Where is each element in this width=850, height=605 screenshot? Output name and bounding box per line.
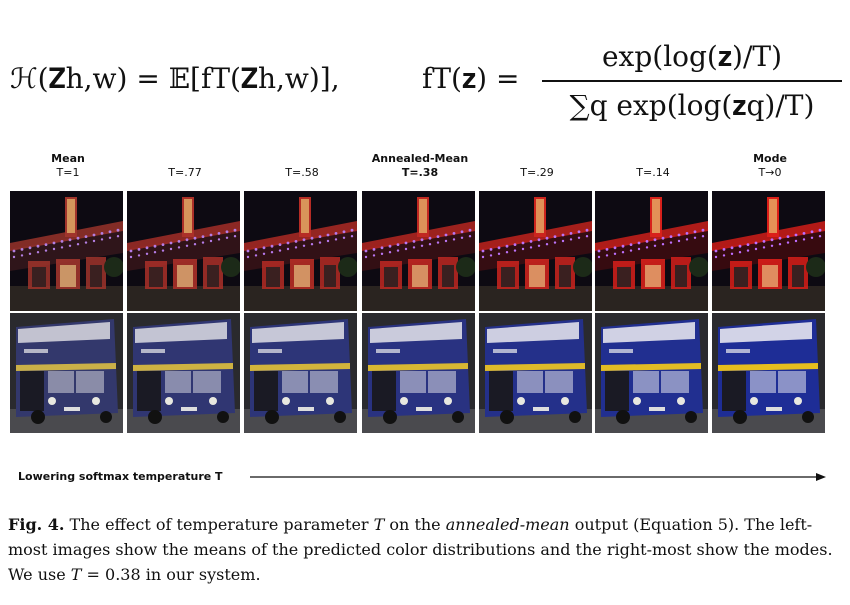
equation-annealed-mean: ℋ(𝐙h,w) = 𝔼[fT(𝐙h,w)], [10,62,340,95]
column-label: T=.14 [595,152,711,180]
bus-image-6 [595,313,708,433]
arrow-line-icon [250,473,826,481]
column-temperature: T=.38 [401,166,439,179]
figure-caption: Fig. 4. The effect of temperature parame… [8,512,838,587]
column-label: T=.38 [362,152,478,180]
equation-fraction: exp(log(𝐳)/T) ∑q exp(log(𝐳q)/T) [542,38,842,126]
theater-image-6 [595,191,708,311]
theater-image-2 [127,191,240,311]
column-temperature: T=.14 [636,166,670,179]
column-temperature: T=.58 [285,166,319,179]
theater-image-5 [479,191,592,311]
column-temperature: T=1 [56,166,80,179]
equation: ℋ(𝐙h,w) = 𝔼[fT(𝐙h,w)], fT(𝐳) = exp(log(𝐳… [10,38,842,148]
column-label: T=.29 [479,152,595,180]
caption-variable: T [70,565,82,584]
bus-image-2 [127,313,240,433]
equation-f-lhs: fT(𝐳) = [422,62,520,95]
equation-numerator: exp(log(𝐳)/T) [601,40,783,73]
column-heading: Mode [753,152,787,165]
caption-text: = 0.38 in our system. [81,565,261,584]
equation-denominator: ∑q exp(log(𝐳q)/T) [569,89,815,122]
theater-image-1 [10,191,123,311]
column-label: Mode T→0 [712,152,828,180]
fraction-bar [542,80,842,82]
bus-image-row [10,313,828,433]
bus-image-1 [10,313,123,433]
caption-variable: T [373,515,385,534]
column-labels: Mean T=1 T=.77 T=.58 T=.38 T=.29 T=.14 M… [0,152,850,190]
bus-image-3 [244,313,357,433]
caption-text: The effect of temperature parameter [64,515,374,534]
theater-image-3 [244,191,357,311]
column-heading: Mean [51,152,85,165]
column-heading [595,152,711,166]
bus-image-7 [712,313,825,433]
bus-image-5 [479,313,592,433]
temperature-arrow: Lowering softmax temperature T [10,466,828,488]
theater-image-7 [712,191,825,311]
caption-text: on the [384,515,446,534]
column-temperature: T→0 [758,166,782,179]
bus-image-4 [362,313,475,433]
column-heading [244,152,360,166]
caption-emphasis: annealed-mean [445,515,570,534]
column-label: T=.77 [127,152,243,180]
annealed-mean-heading: Annealed-Mean [371,152,469,165]
column-temperature: T=.29 [520,166,554,179]
column-label: T=.58 [244,152,360,180]
column-temperature: T=.77 [168,166,202,179]
theater-image-4 [362,191,475,311]
column-heading [362,152,478,166]
column-heading [127,152,243,166]
column-label: Mean T=1 [10,152,126,180]
figure-label: Fig. 4. [8,515,65,534]
caption-text: output (Equation 5). The left-most image… [8,515,833,584]
column-heading [479,152,595,166]
arrow-label: Lowering softmax temperature T [18,470,223,483]
theater-image-row [10,191,828,311]
